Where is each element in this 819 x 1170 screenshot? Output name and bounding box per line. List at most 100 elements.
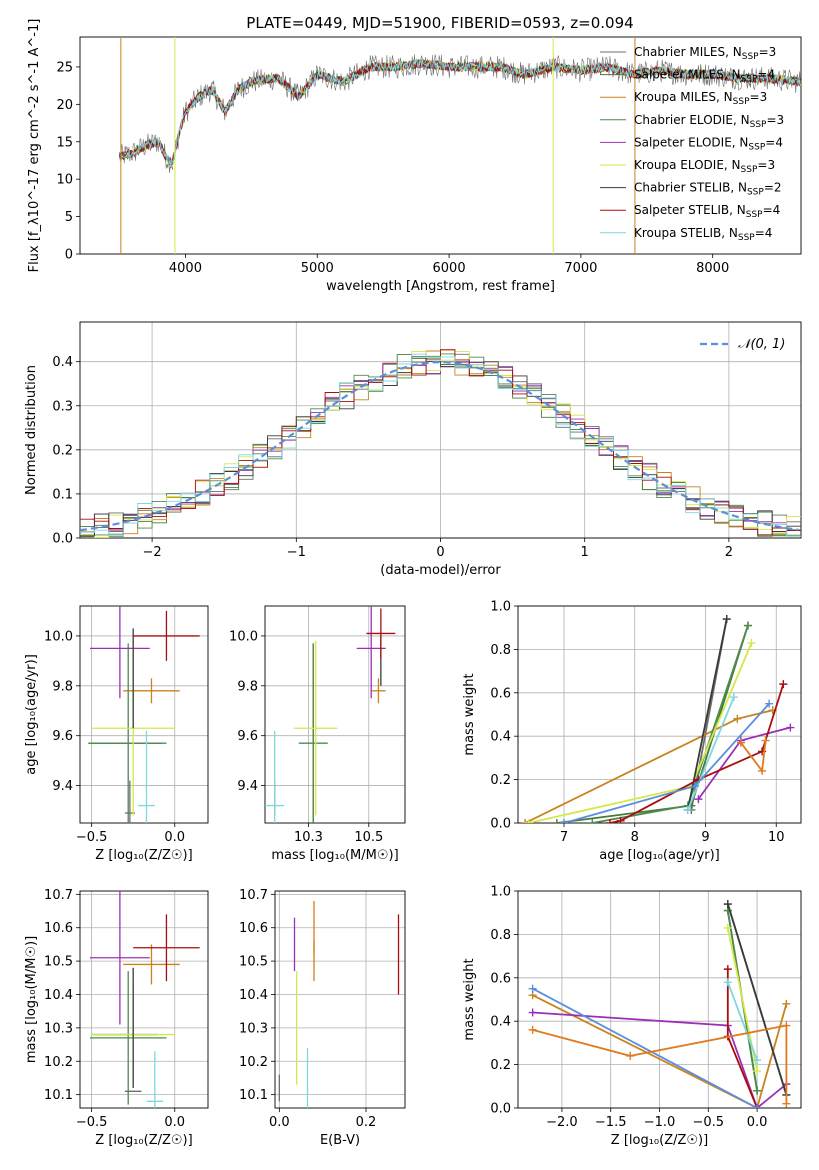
gaussian-curve [80, 360, 799, 532]
y-tick-label: 10.1 [44, 1088, 73, 1103]
y-tick-label: 0.8 [490, 643, 511, 658]
plot-area [265, 606, 396, 823]
legend-entry: Salpeter STELIB, NSSP=4 [634, 203, 780, 220]
axes-frame [79, 36, 802, 255]
legend-entry: Kroupa MILES, NSSP=3 [634, 90, 767, 107]
y-tick-label: 0.3 [52, 399, 73, 414]
weight-line [726, 981, 758, 1061]
x-tick-label: 2 [725, 545, 733, 560]
axes-frame [79, 605, 209, 824]
y-tick-label: 10.2 [44, 1055, 73, 1070]
x-tick-label: 0.0 [164, 830, 185, 845]
weight-marker [528, 1008, 537, 1017]
y-tick-label: 0 [65, 248, 73, 263]
y-tick-label: 10.7 [44, 888, 73, 903]
residual-histogram [80, 349, 801, 536]
weight-line [563, 702, 770, 823]
x-tick-label: 0.0 [164, 1115, 185, 1130]
x-axis-label: wavelength [Angstrom, rest frame] [326, 279, 555, 294]
axes-frame [274, 890, 406, 1109]
weight-marker [626, 1051, 635, 1060]
y-tick-label: 10.5 [44, 955, 73, 970]
y-tick-label: 9.6 [52, 729, 73, 744]
x-tick-label: 4000 [169, 261, 202, 276]
panel-mass-vs-EBV: 0.0 0.2 10.1 10.2 10.3 10.4 10.5 10.6 10.7 E(B-V) [239, 888, 406, 1148]
y-tick-label: 0.4 [490, 730, 511, 745]
weight-marker [729, 693, 738, 702]
x-tick-label: −1.0 [644, 1115, 676, 1130]
y-axis-label: mass weight [462, 673, 477, 755]
x-axis-label: age [log₁₀(age/yr)] [599, 848, 720, 863]
x-tick-label: 7000 [564, 261, 597, 276]
y-tick-label: 0.6 [490, 971, 511, 986]
y-tick-label: 10.7 [239, 888, 268, 903]
weight-marker [524, 819, 533, 823]
weight-line [532, 1024, 788, 1104]
weight-marker [723, 923, 732, 932]
y-tick-label: 0.1 [52, 487, 73, 502]
y-tick-label: 10 [56, 173, 73, 188]
panel-mass-weight-vs-Z: −2.0 −1.5 −1.0 −0.5 0.0 0.0 0.2 0.4 0.6 0.8 1.0 Z [… [462, 885, 802, 1148]
panel-mass-weight-vs-age: 7 8 9 10 0.0 0.2 0.4 0.6 0.8 1.0 age [log₁₀(age/yr… [462, 600, 802, 863]
weight-marker [736, 738, 745, 747]
y-tick-label: 15 [56, 135, 73, 150]
x-axis-label: Z [log₁₀(Z/Z☉)] [95, 1133, 192, 1148]
x-axis-label: Z [log₁₀(Z/Z☉)] [95, 848, 192, 863]
plot-area [528, 900, 791, 1108]
x-tick-label: −1.5 [595, 1115, 627, 1130]
y-tick-label: 10.0 [44, 629, 73, 644]
weight-marker [683, 805, 692, 814]
y-tick-label: 10.6 [239, 921, 268, 936]
y-axis-label: mass [log₁₀(M/M☉)] [24, 936, 39, 1063]
weight-marker [723, 978, 732, 987]
weight-line [686, 618, 728, 811]
y-tick-label: 0.4 [52, 355, 73, 370]
panel-age-vs-mass: 10.3 10.5 9.4 9.6 9.8 10.0 mass [log₁₀(M/M☉)] [229, 605, 406, 863]
x-tick-label: 0.2 [356, 1115, 377, 1130]
weight-marker [782, 999, 791, 1008]
y-tick-label: 25 [56, 60, 73, 75]
residual-histogram [80, 356, 801, 537]
axes-frame [79, 890, 209, 1109]
y-tick-label: 10.4 [44, 988, 73, 1003]
weight-marker [779, 680, 788, 689]
x-axis-label: (data-model)/error [380, 563, 501, 578]
x-tick-label: 10.3 [294, 830, 323, 845]
y-tick-label: 9.6 [237, 729, 258, 744]
y-tick-label: 1.0 [490, 885, 511, 900]
y-tick-label: 0.4 [490, 1015, 511, 1030]
x-tick-label: 0.0 [269, 1115, 290, 1130]
weight-marker [753, 1067, 762, 1076]
y-tick-label: 0.2 [490, 1058, 511, 1073]
y-tick-label: 0.6 [490, 686, 511, 701]
weight-line [686, 696, 735, 811]
residual-histogram [80, 353, 801, 537]
model-spectrum [119, 58, 801, 167]
weight-marker [588, 819, 597, 823]
legend-entry: Chabrier ELODIE, NSSP=3 [634, 113, 784, 130]
y-tick-label: 0.0 [490, 1102, 511, 1117]
figure-title: PLATE=0449, MJD=51900, FIBERID=0593, z=0… [246, 14, 633, 32]
legend-entry: Kroupa STELIB, NSSP=4 [634, 226, 772, 243]
weight-marker [723, 965, 732, 974]
y-axis-label: age [log₁₀(age/yr)] [24, 654, 39, 775]
y-tick-label: 10.6 [44, 921, 73, 936]
y-axis-label: Flux [f_λ10^-17 erg cm^-2 s^-1 A^-1] [27, 19, 42, 273]
y-tick-label: 0.8 [490, 928, 511, 943]
x-axis-label: mass [log₁₀(M/M☉)] [271, 848, 398, 863]
weight-marker [528, 1025, 537, 1034]
weight-marker [753, 1086, 762, 1095]
y-tick-label: 5 [65, 210, 73, 225]
weight-marker [616, 816, 625, 823]
y-tick-label: 20 [56, 98, 73, 113]
y-tick-label: 0.0 [490, 817, 511, 832]
legend-entry: Kroupa ELODIE, NSSP=3 [634, 158, 775, 175]
y-axis-label: mass weight [462, 958, 477, 1040]
x-tick-label: −0.5 [76, 830, 108, 845]
weight-marker [758, 766, 767, 775]
x-tick-label: 7 [560, 830, 568, 845]
weight-line [726, 903, 788, 1096]
plot-area [278, 901, 400, 1108]
weight-line [532, 987, 758, 1108]
